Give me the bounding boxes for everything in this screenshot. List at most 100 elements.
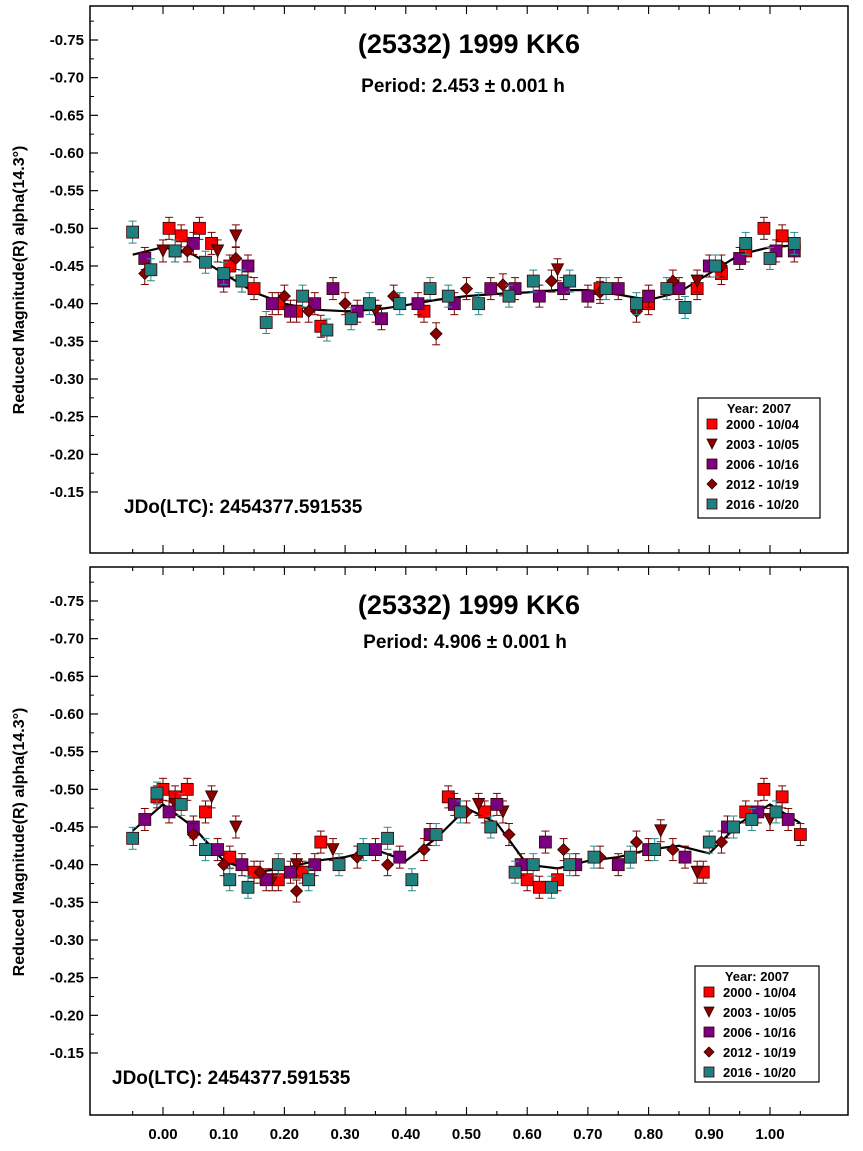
data-point — [733, 252, 747, 265]
data-point — [757, 782, 771, 796]
data-point — [484, 282, 498, 296]
data-point — [545, 880, 558, 894]
data-point — [381, 831, 394, 845]
data-point — [508, 865, 522, 879]
data-point — [284, 865, 297, 879]
data-point — [302, 873, 316, 887]
x-tick-label: 0.10 — [209, 1126, 238, 1143]
epoch-annotation: JDo(LTC): 2454377.591535 — [124, 497, 363, 518]
data-point — [526, 858, 540, 872]
legend-entry-label: 2016 - 10/20 — [723, 1065, 796, 1080]
legend-entry-label: 2000 - 10/04 — [726, 417, 800, 432]
data-point — [180, 244, 194, 258]
data-point — [217, 267, 231, 280]
data-point — [271, 858, 285, 872]
data-point — [332, 858, 346, 872]
data-point — [308, 858, 322, 872]
y-tick-label: -0.55 — [50, 744, 84, 761]
data-point — [126, 831, 140, 845]
data-point — [787, 236, 801, 250]
data-point — [253, 865, 267, 879]
legend-marker — [703, 1046, 715, 1058]
y-tick-label: -0.35 — [50, 333, 84, 350]
data-point — [156, 244, 170, 258]
data-point — [277, 289, 291, 303]
legend-entry-label: 2006 - 10/16 — [723, 1025, 796, 1040]
data-point — [459, 282, 474, 296]
y-tick-label: -0.30 — [50, 371, 84, 388]
data-point — [611, 282, 625, 296]
legend-entry-label: 2000 - 10/04 — [723, 985, 797, 1000]
data-points — [126, 216, 801, 346]
data-point — [775, 790, 789, 804]
chart-title: (25332) 1999 KK6 — [358, 590, 580, 620]
data-point — [229, 229, 243, 243]
data-point — [174, 798, 188, 811]
legend-entry-label: 2006 - 10/16 — [726, 457, 799, 472]
y-tick-label: -0.75 — [50, 593, 84, 610]
data-point — [690, 274, 704, 288]
x-tick-label: 0.90 — [695, 1126, 724, 1143]
data-point — [199, 255, 212, 269]
data-point — [174, 229, 188, 243]
data-point — [186, 827, 200, 842]
data-point — [484, 820, 498, 834]
data-point — [581, 289, 595, 303]
epoch-annotation: JDo(LTC): 2454377.591535 — [112, 1068, 351, 1089]
data-point — [126, 225, 140, 239]
data-point — [162, 805, 176, 819]
x-tick-label: 0.20 — [270, 1126, 299, 1143]
data-point — [138, 813, 152, 826]
data-point — [623, 850, 637, 864]
data-point — [472, 297, 486, 311]
y-tick-label: -0.70 — [50, 70, 84, 87]
chart-subtitle: Period: 4.906 ± 0.001 h — [363, 632, 567, 653]
data-point — [417, 843, 431, 857]
data-point — [369, 843, 382, 856]
legend-title: Year: 2007 — [725, 969, 789, 984]
legend-entry-label: 2016 - 10/20 — [726, 497, 799, 512]
data-point — [411, 297, 425, 311]
data-point — [168, 244, 182, 258]
data-point — [429, 327, 443, 341]
data-point — [526, 274, 540, 288]
data-point — [702, 835, 716, 849]
data-point — [454, 805, 467, 819]
y-tick-label: -0.55 — [50, 183, 84, 200]
data-point — [678, 850, 692, 864]
data-points — [126, 777, 807, 903]
data-point — [539, 835, 552, 849]
data-point — [763, 252, 777, 265]
legend-marker — [703, 1026, 715, 1038]
data-point — [223, 873, 237, 887]
x-tick-label: 1.00 — [755, 1126, 784, 1143]
data-point — [563, 858, 577, 872]
data-point — [471, 798, 486, 812]
x-tick-label: 0.60 — [513, 1126, 542, 1143]
data-point — [405, 873, 419, 887]
data-point — [757, 221, 771, 235]
data-point — [648, 843, 662, 856]
y-tick-label: -0.50 — [50, 220, 84, 237]
data-point — [381, 858, 395, 872]
y-tick-label: -0.20 — [50, 446, 84, 463]
y-tick-label: -0.60 — [50, 706, 84, 723]
y-tick-label: -0.25 — [50, 409, 84, 426]
legend-marker — [706, 458, 718, 470]
data-point — [660, 282, 674, 296]
legend-entry-label: 2003 - 10/05 — [723, 1005, 796, 1020]
data-point — [502, 289, 516, 303]
chart-subtitle: Period: 2.453 ± 0.001 h — [361, 76, 565, 97]
legend-marker — [703, 1006, 715, 1018]
data-point — [144, 263, 158, 277]
y-tick-label: -0.35 — [50, 894, 84, 911]
data-point — [235, 858, 249, 872]
legend-marker — [706, 498, 718, 510]
data-point — [241, 880, 255, 894]
data-point — [793, 828, 807, 841]
data-point — [642, 289, 655, 303]
data-point — [532, 880, 546, 894]
legend-box — [694, 965, 820, 1083]
y-tick-label: -0.15 — [50, 484, 84, 501]
